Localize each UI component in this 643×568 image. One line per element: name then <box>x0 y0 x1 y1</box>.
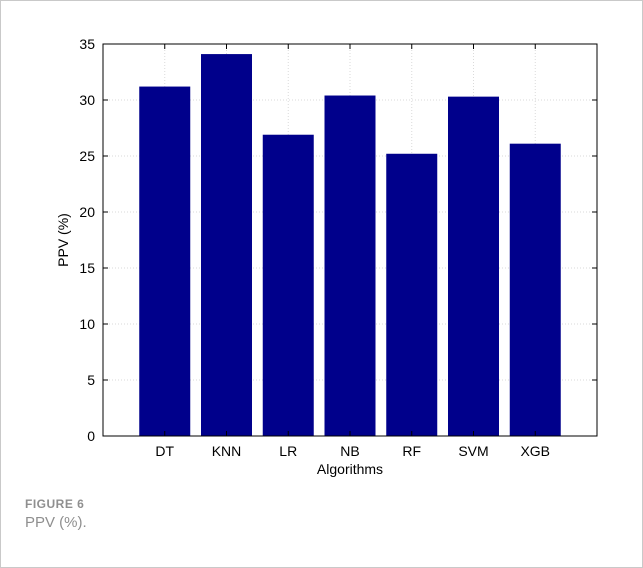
bar-svm <box>448 96 499 436</box>
bar-dt <box>139 86 191 436</box>
x-tick-label: RF <box>402 443 421 459</box>
plot-border <box>102 43 598 437</box>
x-tick-label: LR <box>279 443 297 459</box>
axis-ticks: 0 5 10 15 20 25 30 35 DT KNN LR NB RF SVM XGB <box>79 36 597 459</box>
y-tick-label: 5 <box>87 372 95 388</box>
x-tick-label: XGB <box>520 443 550 459</box>
bar-lr <box>262 134 314 436</box>
y-tick-label: 30 <box>79 92 95 108</box>
y-tick-label: 0 <box>87 428 95 444</box>
bar-rf <box>386 153 438 436</box>
bars <box>139 54 561 437</box>
figure-caption: PPV (%). <box>25 514 87 531</box>
figure-label: FIGURE 6 <box>25 497 85 511</box>
x-tick-label: KNN <box>212 443 242 459</box>
y-tick-label: 10 <box>79 316 95 332</box>
y-tick-label: 25 <box>79 148 95 164</box>
bar-xgb <box>509 143 561 436</box>
bar-knn <box>201 54 252 437</box>
bar-nb <box>324 95 376 437</box>
x-axis-title: Algorithms <box>317 461 383 477</box>
y-axis-title: PPV (%) <box>55 213 71 267</box>
y-tick-label: 20 <box>79 204 95 220</box>
y-tick-label: 35 <box>79 36 95 52</box>
x-tick-label: SVM <box>458 443 488 459</box>
x-tick-label: NB <box>340 443 359 459</box>
y-tick-label: 15 <box>79 260 95 276</box>
x-tick-label: DT <box>155 443 174 459</box>
